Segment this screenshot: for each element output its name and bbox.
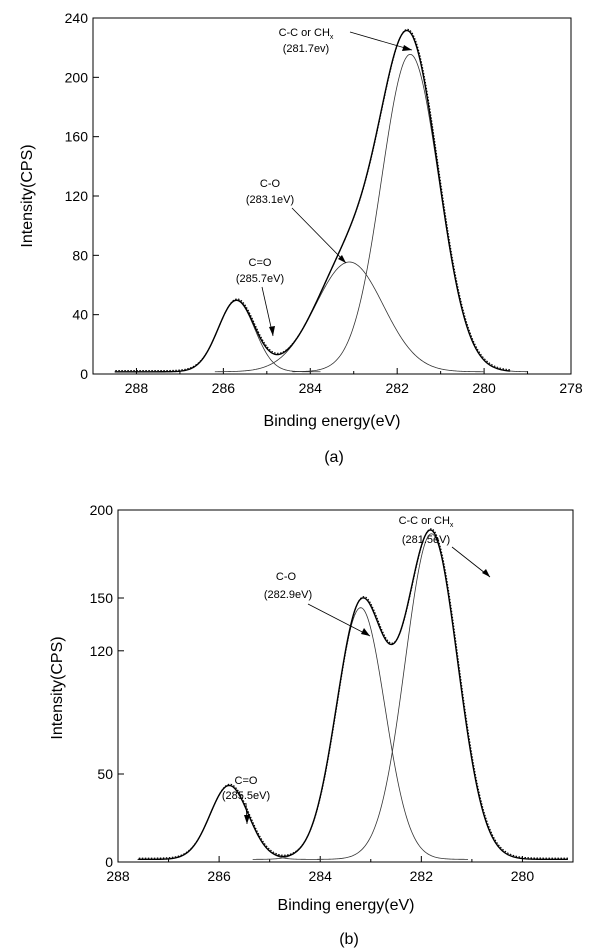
x-tick-label-b-4: 280 [511,868,535,884]
annotation-co-b-arrowhead [361,628,370,636]
annotation-co-a-label: C-O [260,178,281,190]
y-tick-label-a-0: 0 [80,366,88,382]
curves-b [137,528,569,861]
y-tick-label-b-0: 0 [105,854,113,870]
annotation-cc-b: C-C or CHx (281.5eV) [399,515,491,578]
annotation-co-a-arrow [291,207,347,264]
x-tick-label-a-5: 278 [559,380,583,396]
y-tick-label-b-3: 150 [90,590,114,606]
caption-a: (a) [324,449,344,466]
annotation-cdo-b: C=O (285.5eV) [222,775,270,825]
annotation-cc-a-arrowhead [402,45,412,51]
annotation-cc-b-arrowhead [482,569,490,577]
y-tick-label-a-3: 120 [65,188,89,204]
annotation-cdo-b-arrowhead [244,815,250,824]
x-axis-title-b: Binding energy(eV) [278,897,415,914]
annotation-co-b-center: (282.9eV) [264,589,312,601]
ticks-b: 288 286 284 282 280 0 50 120 150 200 [90,502,535,884]
annotation-cdo-a-label: C=O [249,257,272,269]
annotation-cdo-b-center: (285.5eV) [222,790,270,802]
x-tick-label-b-2: 284 [309,868,333,884]
annotation-co-a-arrowhead [338,255,346,263]
ticks-a: 288 286 284 282 280 278 0 40 80 120 160 200 240 [65,10,583,396]
y-tick-label-a-5: 200 [65,69,89,85]
panel-b: 288 286 284 282 280 0 50 120 150 200 Binding ener… [49,502,574,948]
annotation-co-b-arrow [307,603,371,637]
x-tick-label-a-1: 286 [212,380,236,396]
y-tick-label-a-4: 160 [65,129,89,145]
x-tick-label-a-3: 282 [386,380,410,396]
plot-frame-b [117,509,574,863]
measured-data-a [115,28,511,372]
annotation-co-b: C-O (282.9eV) [264,571,371,637]
panel-a: 288 286 284 282 280 278 0 40 80 120 160 200 240 Bind… [19,10,583,466]
fit-envelope-a [114,29,511,373]
y-tick-label-b-4: 200 [90,502,114,518]
y-tick-label-a-1: 40 [72,307,88,323]
annotation-cc-a-label: C-C or CHx [279,27,334,41]
fit-peak-b-1 [252,607,469,860]
y-tick-label-b-1: 50 [97,766,113,782]
fit-peak-a-1 [214,261,484,373]
x-tick-label-b-0: 288 [106,868,130,884]
annotation-cdo-a: C=O (285.7eV) [236,257,284,337]
x-tick-label-b-1: 286 [207,868,231,884]
annotation-co-a-center: (283.1eV) [246,194,294,206]
curves-a [114,28,528,373]
annotation-co-a: C-O (283.1eV) [246,178,347,264]
x-tick-label-a-2: 284 [299,380,323,396]
fit-peak-a-0 [151,300,321,373]
y-tick-label-b-2: 120 [90,643,114,659]
annotation-cdo-b-label: C=O [235,775,258,787]
x-tick-label-b-3: 282 [410,868,434,884]
x-tick-label-a-0: 288 [125,380,149,396]
x-axis-title-a: Binding energy(eV) [264,413,401,430]
annotation-cc-a-arrow [349,31,413,51]
annotation-cc-a: C-C or CHx (281.7ev) [279,27,413,55]
y-tick-label-a-6: 240 [65,10,89,26]
fit-peak-b-2 [316,533,546,860]
annotation-cc-b-center: (281.5eV) [402,534,450,546]
y-axis-title-a: Intensity(CPS) [19,144,36,247]
annotation-cc-a-center: (281.7ev) [283,43,329,55]
y-axis-title-b: Intensity(CPS) [49,636,66,739]
annotation-cdo-a-center: (285.7eV) [236,273,284,285]
caption-b: (b) [339,931,359,948]
fit-envelope-b [138,529,568,861]
annotation-co-b-label: C-O [276,571,297,583]
annotation-cc-b-label: C-C or CHx [399,515,454,529]
fit-peak-a-2 [292,53,528,373]
plot-frame-a [92,17,572,375]
annotation-cdo-a-arrowhead [269,326,275,336]
measured-data-b [138,528,569,859]
y-tick-label-a-2: 80 [72,247,88,263]
x-tick-label-a-4: 280 [472,380,496,396]
